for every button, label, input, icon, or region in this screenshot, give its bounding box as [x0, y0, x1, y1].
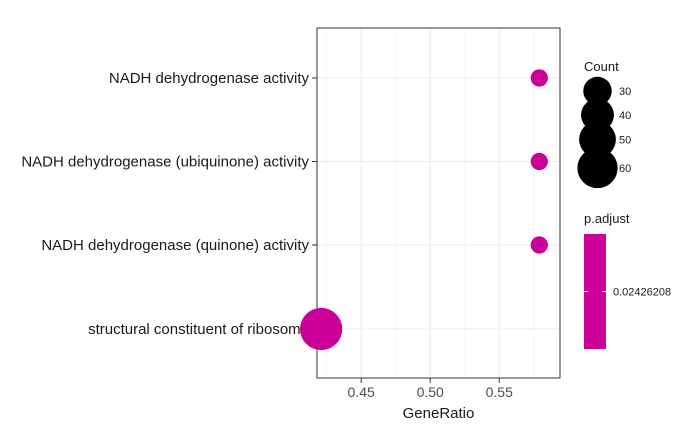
p-adjust-legend: p.adjust 0.02426208 — [584, 211, 671, 349]
y-category-label: NADH dehydrogenase (quinone) activity — [41, 237, 309, 254]
y-category-label: structural constituent of ribosome — [88, 321, 309, 338]
count-legend-label: 60 — [619, 163, 631, 175]
y-category-label: NADH dehydrogenase activity — [109, 70, 310, 87]
x-tick-label: 0.45 — [348, 384, 375, 400]
x-axis: 0.45 0.50 0.55 — [348, 378, 513, 400]
data-point — [300, 307, 343, 351]
plot-panel-border — [316, 27, 561, 379]
x-tick-label: 0.50 — [417, 384, 444, 400]
data-point — [530, 152, 548, 171]
data-point — [530, 236, 548, 254]
p-adjust-legend-title: p.adjust — [584, 211, 630, 226]
x-tick-label: 0.55 — [486, 384, 513, 400]
count-legend-label: 50 — [619, 135, 631, 147]
y-axis: NADH dehydrogenase activity NADH dehydrog… — [21, 70, 317, 338]
p-adjust-legend-label: 0.02426208 — [613, 287, 671, 299]
count-legend-title: Count — [584, 59, 619, 74]
count-legend: Count 30 40 50 60 — [577, 59, 631, 189]
count-legend-label: 40 — [619, 110, 631, 122]
x-axis-title: GeneRatio — [403, 405, 475, 422]
grid — [317, 28, 560, 378]
y-category-label: NADH dehydrogenase (ubiquinone) activity — [21, 154, 309, 171]
data-point — [530, 69, 548, 87]
count-legend-key — [583, 76, 612, 106]
count-legend-label: 30 — [619, 86, 631, 98]
p-adjust-colorbar — [584, 234, 606, 349]
points — [300, 69, 548, 351]
count-legend-key — [579, 121, 616, 158]
count-legend-key — [577, 147, 618, 189]
